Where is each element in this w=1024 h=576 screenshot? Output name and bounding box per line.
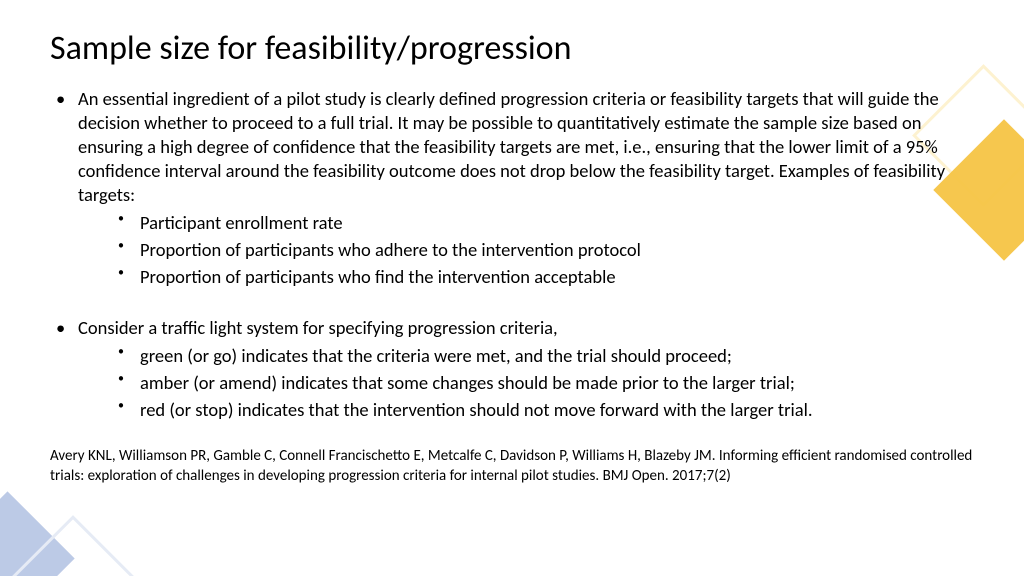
- bullet-2-sub-3: red (or stop) indicates that the interve…: [118, 398, 974, 423]
- bullet-2-sub-1: green (or go) indicates that the criteri…: [118, 344, 974, 369]
- bullet-2-sublist: green (or go) indicates that the criteri…: [118, 344, 974, 423]
- bullet-2: Consider a traffic light system for spec…: [50, 316, 974, 423]
- bullet-2-text: Consider a traffic light system for spec…: [78, 316, 558, 339]
- body-list: An essential ingredient of a pilot study…: [50, 87, 974, 290]
- slide: Sample size for feasibility/progression …: [0, 0, 1024, 576]
- body-list-2: Consider a traffic light system for spec…: [50, 316, 974, 423]
- bullet-1-sub-3: Proportion of participants who find the …: [118, 265, 974, 290]
- slide-title: Sample size for feasibility/progression: [50, 28, 974, 69]
- bullet-1-sub-2: Proportion of participants who adhere to…: [118, 238, 974, 263]
- citation: Avery KNL, Williamson PR, Gamble C, Conn…: [50, 447, 974, 486]
- bullet-1: An essential ingredient of a pilot study…: [50, 87, 974, 290]
- bullet-1-sub-1: Participant enrollment rate: [118, 211, 974, 236]
- bullet-2-sub-2: amber (or amend) indicates that some cha…: [118, 371, 974, 396]
- spacer: [50, 298, 974, 316]
- bullet-1-text: An essential ingredient of a pilot study…: [78, 87, 945, 206]
- slide-content: Sample size for feasibility/progression …: [50, 28, 974, 486]
- bullet-1-sublist: Participant enrollment rate Proportion o…: [118, 211, 974, 290]
